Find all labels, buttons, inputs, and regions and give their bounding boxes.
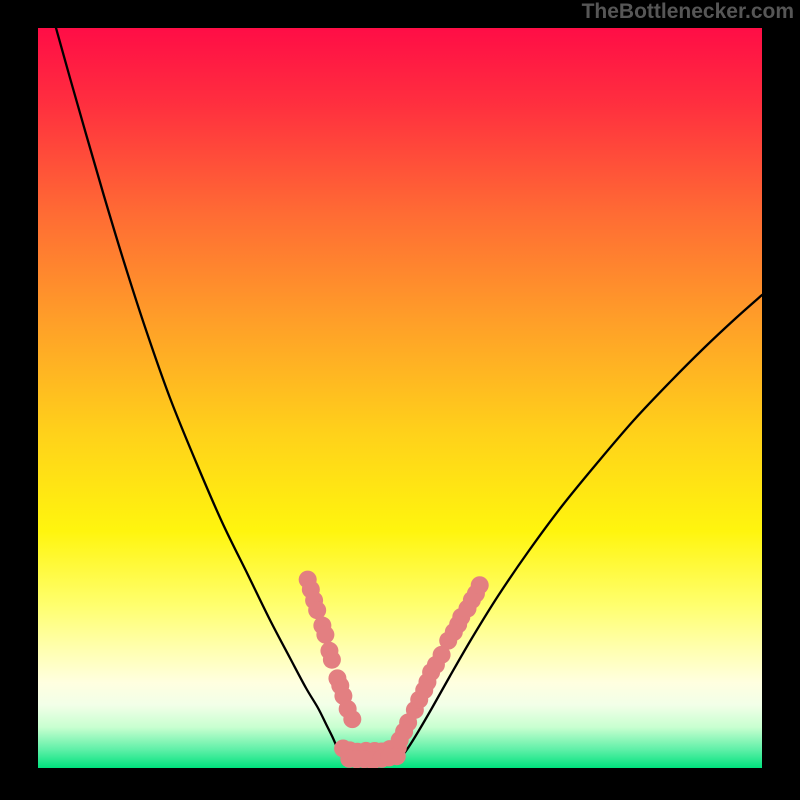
data-marker xyxy=(471,576,489,594)
chart-svg xyxy=(38,28,762,768)
data-marker xyxy=(388,747,406,765)
data-markers xyxy=(299,571,489,768)
data-marker xyxy=(316,626,334,644)
bottleneck-curve xyxy=(56,28,762,762)
data-marker xyxy=(343,710,361,728)
data-marker xyxy=(323,651,341,669)
watermark-text: TheBottlenecker.com xyxy=(582,0,794,24)
data-marker xyxy=(308,601,326,619)
plot-area xyxy=(38,28,762,768)
